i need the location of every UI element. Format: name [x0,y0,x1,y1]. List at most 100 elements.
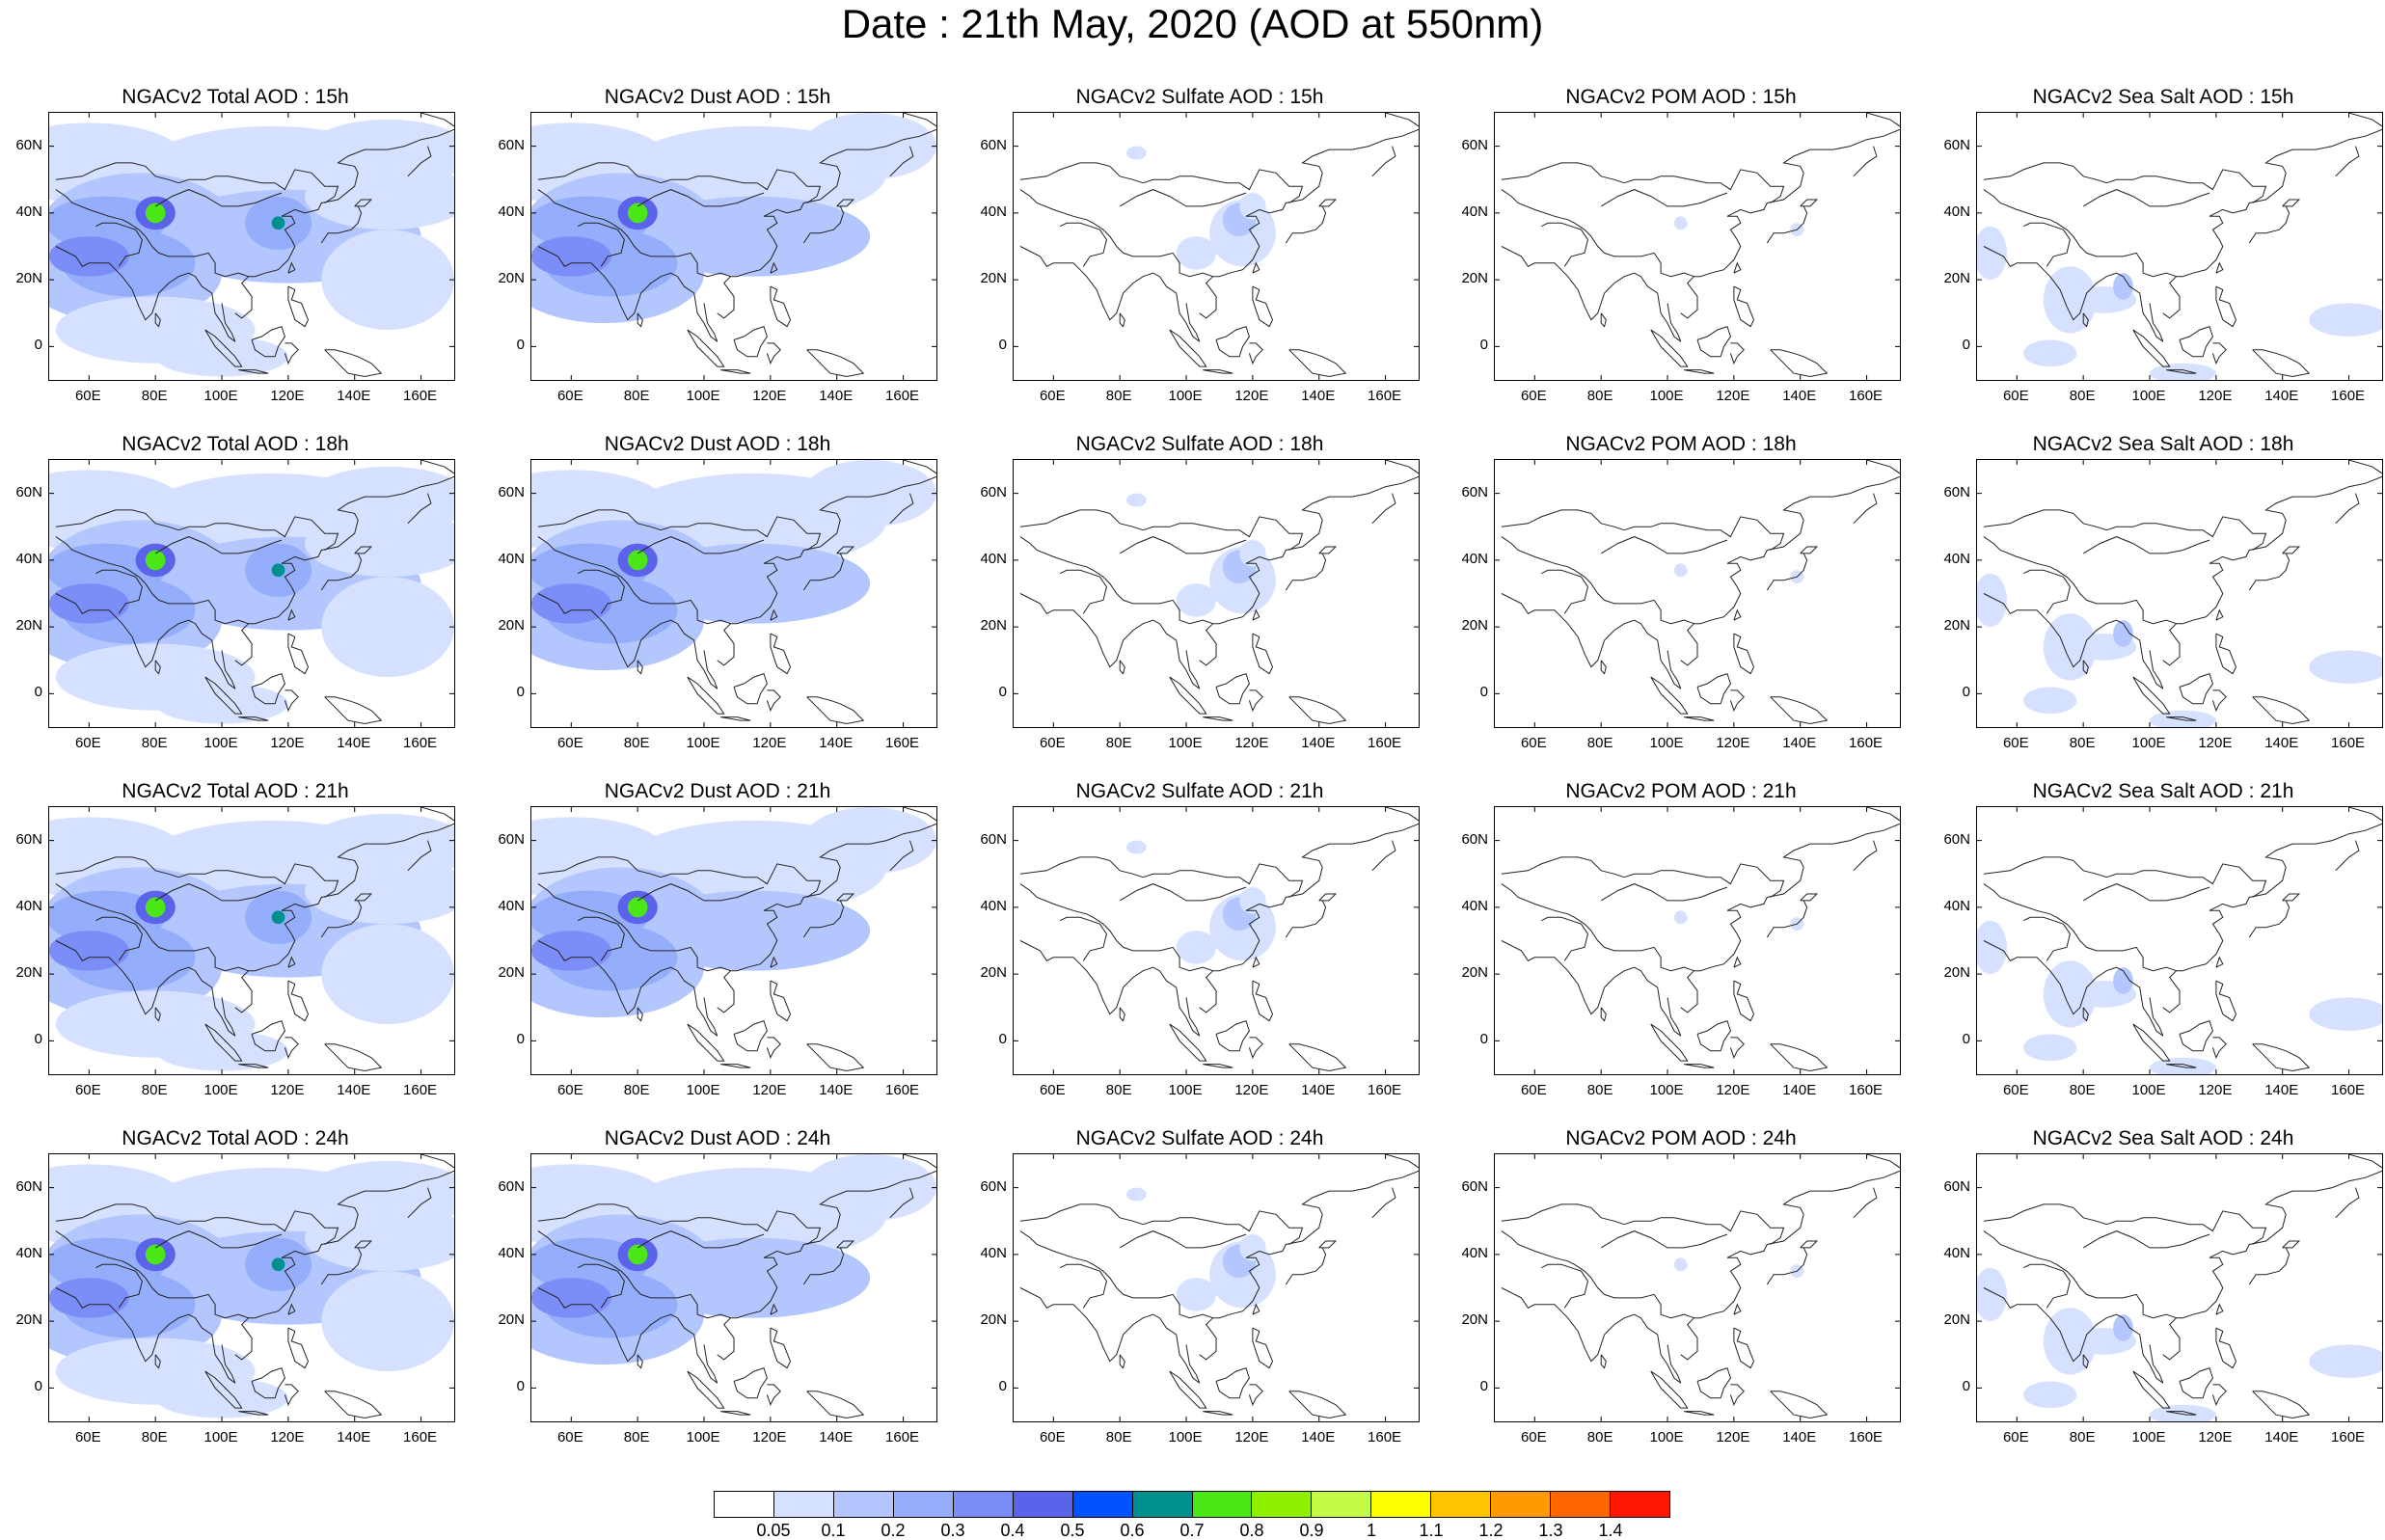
lon-tick-label: 80E [141,1429,168,1445]
coastline [1733,1303,1742,1315]
lon-tick-label: 160E [885,388,920,404]
coastline [287,608,296,621]
coastline [2348,1154,2382,1169]
coastline [221,1344,236,1384]
coastline [420,807,454,822]
lat-tick-label: 0 [1962,1378,1970,1395]
lon-tick-label: 80E [1586,1082,1613,1098]
coastline [1650,676,1689,715]
lat-tick-label: 20N [498,270,525,287]
coastline [806,696,865,725]
lon-tick-label: 160E [1368,1429,1402,1445]
coastline [1185,303,1201,342]
coastline [420,460,454,474]
coastline [1983,1287,2164,1384]
coastline [2022,1263,2071,1309]
panel-title: NGACv2 Total AOD : 24h [122,1127,349,1149]
aod-plume [1673,1257,1688,1272]
coastline [1766,553,1808,591]
lon-tick-label: 120E [2198,735,2233,751]
lon-tick-label: 60E [556,735,583,751]
coastline [1119,883,1247,902]
coastline [1019,536,1213,625]
colorbar-label: 0.6 [1120,1521,1145,1540]
coastline [1680,128,1900,319]
coastline [1684,716,1715,721]
lat-tick-label: 40N [1943,897,1970,914]
lon-tick-label: 120E [2198,1429,2233,1445]
coastline [1501,246,1682,342]
lon-tick-label: 80E [623,735,650,751]
aod-plume [627,550,648,571]
coastline [1059,222,1107,267]
lat-tick-label: 40N [15,1244,42,1261]
lon-tick-label: 80E [2069,388,2096,404]
lon-tick-label: 60E [2002,735,2029,751]
coastline [1853,840,1878,872]
coastline [1667,1344,1682,1384]
aod-plume [2150,1404,2216,1421]
panel-title: NGACv2 POM AOD : 15h [1565,86,1797,108]
coastline [766,689,781,713]
coastline [1203,1064,1233,1068]
colorbar-label: 0.8 [1239,1521,1264,1540]
lat-tick-label: 60N [15,136,42,153]
panel-title: NGACv2 POM AOD : 18h [1565,433,1797,455]
lon-tick-label: 120E [270,1429,305,1445]
coastline [889,146,914,177]
lon-tick-label: 120E [752,1429,787,1445]
coastline [1600,1230,1728,1249]
panel-title: NGACv2 POM AOD : 21h [1565,780,1797,802]
coastline [2166,716,2197,721]
lon-tick-label: 140E [1301,735,1336,751]
lon-tick-label: 60E [1520,735,1547,751]
coastline [1624,863,1785,898]
coastline [2082,660,2089,675]
lon-tick-label: 60E [74,388,101,404]
coastline [2082,1007,2089,1022]
coastline [903,1154,936,1169]
coastline [2082,883,2210,902]
coastline [720,1411,751,1416]
lon-tick-label: 100E [2131,388,2166,404]
lon-tick-label: 60E [1039,1082,1066,1098]
lon-tick-label: 80E [1105,388,1132,404]
lon-tick-label: 60E [1039,1429,1066,1445]
coastline [537,246,718,342]
map-frame [1494,459,1901,728]
lon-tick-label: 60E [556,1429,583,1445]
coastline [720,369,751,374]
coastline [1203,369,1233,374]
lon-tick-label: 160E [1368,1082,1402,1098]
aod-plume [531,1278,611,1318]
coastline [1119,1354,1125,1369]
coastline [420,113,454,127]
coastline [55,1203,179,1226]
lat-tick-label: 40N [980,203,1007,220]
coastline [1600,536,1728,554]
aod-plume [1239,1234,1266,1261]
aod-plume [145,550,166,571]
coastline [1770,349,1829,378]
aod-plume [49,236,129,277]
coastline [234,823,454,1013]
coastline [2149,997,2164,1037]
map-canvas [1014,1154,1419,1421]
colorbar-swatch [1013,1491,1073,1518]
lon-tick-label: 80E [623,1429,650,1445]
lon-tick-label: 60E [74,735,101,751]
map-frame [530,112,937,381]
coastline [1853,146,1878,177]
coastline [661,1210,822,1245]
coastline [55,940,236,1037]
coastline [154,312,161,328]
coastline [1019,856,1144,878]
coastline [2082,536,2210,554]
coastline [1252,956,1260,968]
lat-tick-label: 0 [998,1031,1007,1048]
lat-tick-label: 0 [1962,337,1970,354]
coastline [537,509,662,531]
map-canvas [1495,1154,1900,1421]
aod-plume [1977,226,2007,281]
lon-tick-label: 60E [556,1082,583,1098]
